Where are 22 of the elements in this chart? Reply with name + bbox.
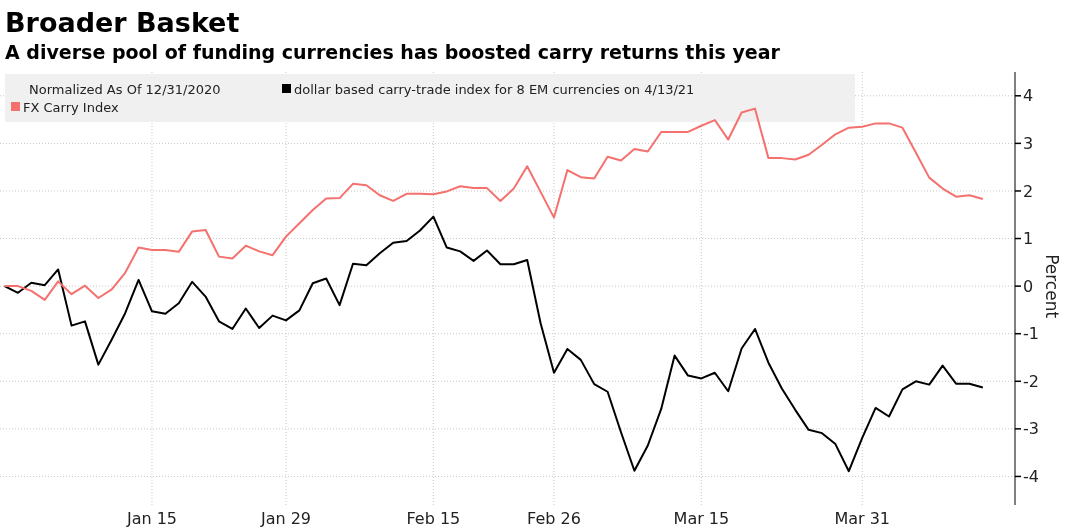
y-tick-label: 4: [1023, 86, 1034, 106]
x-tick-label: Mar 15: [673, 509, 730, 528]
legend-label: dollar based carry-trade index for 8 EM currencies on 4/13/21: [294, 82, 695, 97]
y-tick-label: 1: [1023, 229, 1034, 249]
line-series: [3, 215, 984, 473]
y-tick-label: -1: [1023, 324, 1039, 344]
y-tick-label: -2: [1023, 371, 1039, 391]
x-tick-label: Feb 26: [527, 509, 581, 528]
legend-label: FX Carry Index: [23, 100, 119, 115]
y-tick-label: 0: [1023, 276, 1034, 296]
y-tick-label: -4: [1023, 467, 1039, 487]
x-tick-label: Mar 31: [834, 509, 891, 528]
x-tick-label: Feb 15: [406, 509, 461, 528]
y-tick-label: -3: [1023, 419, 1039, 439]
x-tick-label: Jan 29: [259, 509, 312, 528]
legend-title: Normalized As Of 12/31/2020: [29, 82, 221, 97]
y-tick-label: 2: [1023, 181, 1034, 201]
x-tick-label: Jan 15: [125, 509, 178, 528]
chart-subtitle: A diverse pool of funding currencies has boosted carry returns this year: [5, 41, 781, 63]
y-axis-title: Percent: [1042, 254, 1062, 319]
chart-title: Broader Basket: [5, 7, 240, 38]
y-tick-label: 3: [1023, 133, 1034, 153]
